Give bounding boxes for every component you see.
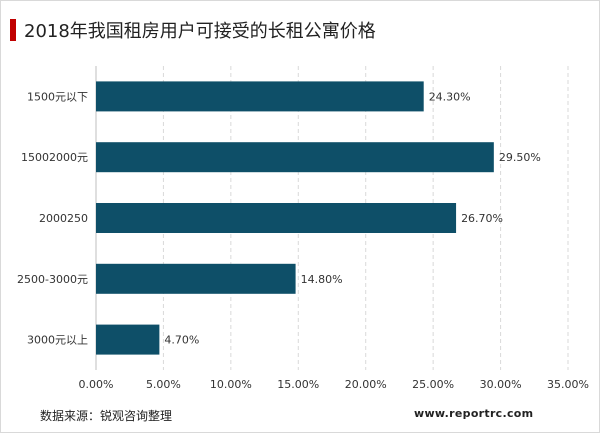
data-label: 24.30% bbox=[429, 90, 471, 103]
source-note: 数据来源：锐观咨询整理 bbox=[40, 409, 173, 423]
category-label: 3000元以上 bbox=[27, 334, 88, 347]
x-tick-labels: 0.00% 5.00% 10.00% 15.00% 20.00% 25.00% 30.00%… bbox=[79, 378, 589, 391]
gridlines bbox=[162, 66, 569, 370]
x-tick-label: 20.00% bbox=[345, 378, 387, 391]
x-tick-label: 25.00% bbox=[412, 378, 454, 391]
bar bbox=[96, 142, 494, 173]
title-block: 2018年我国租房用户可接受的长租公寓价格 bbox=[10, 18, 376, 42]
data-label: 4.70% bbox=[164, 334, 199, 347]
bars bbox=[96, 81, 494, 355]
bar bbox=[96, 263, 296, 294]
category-label: 1500元以下 bbox=[27, 90, 88, 103]
bar bbox=[96, 324, 160, 355]
bar bbox=[96, 81, 424, 112]
data-labels: 24.30% 29.50% 26.70% 14.80% 4.70% bbox=[164, 90, 540, 346]
data-label: 29.50% bbox=[499, 151, 541, 164]
title-accent-bar bbox=[10, 19, 16, 41]
x-tick-label: 30.00% bbox=[480, 378, 522, 391]
category-labels: 1500元以下 15002000元 2000250 2500-3000元 3000元以上 bbox=[17, 90, 88, 346]
bar bbox=[96, 203, 457, 233]
x-tick-label: 5.00% bbox=[146, 378, 181, 391]
data-label: 14.80% bbox=[301, 273, 343, 286]
x-tick-label: 35.00% bbox=[547, 378, 589, 391]
data-label: 26.70% bbox=[461, 212, 503, 225]
x-tick-label: 15.00% bbox=[277, 378, 319, 391]
category-label: 2000250 bbox=[39, 212, 88, 225]
website-url: www.reportrc.com bbox=[414, 407, 534, 420]
x-tick-label: 10.00% bbox=[210, 378, 252, 391]
x-tick-label: 0.00% bbox=[79, 378, 114, 391]
category-label: 15002000元 bbox=[21, 151, 88, 164]
category-label: 2500-3000元 bbox=[17, 273, 88, 286]
chart-title: 2018年我国租房用户可接受的长租公寓价格 bbox=[24, 21, 376, 42]
